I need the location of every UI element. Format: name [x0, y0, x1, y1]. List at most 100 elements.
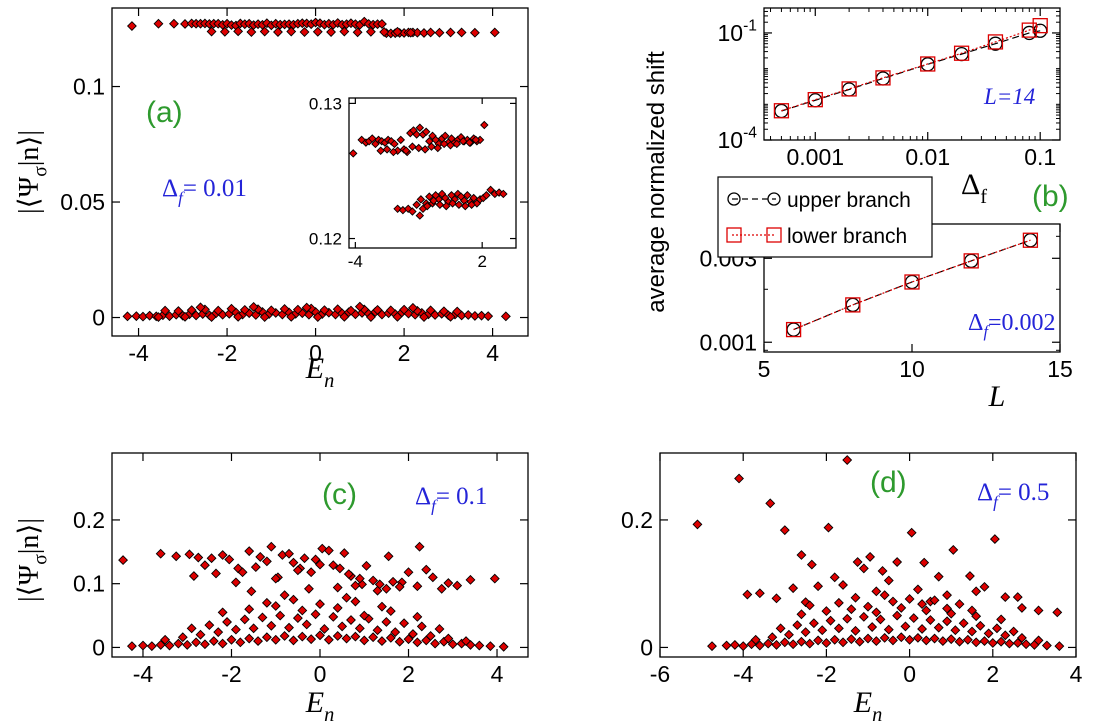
data-point — [942, 616, 952, 627]
data-point — [399, 304, 410, 315]
delta-symbol: Δ — [415, 483, 431, 510]
delta-sub: f — [431, 497, 438, 516]
data-point — [800, 627, 811, 638]
data-point — [738, 641, 749, 652]
series-line — [781, 30, 1041, 112]
data-point — [474, 640, 485, 651]
x-tick-label: 4 — [1070, 661, 1083, 687]
data-point — [368, 134, 377, 143]
data-point — [359, 610, 370, 621]
data-point — [452, 306, 463, 317]
data-point — [842, 613, 853, 624]
data-point — [217, 638, 228, 649]
data-point — [875, 614, 886, 625]
y-tick-label: 0 — [92, 634, 105, 660]
data-point — [394, 581, 405, 592]
delta-symbol: Δ — [977, 479, 993, 506]
data-point — [237, 567, 248, 578]
data-point — [904, 594, 915, 604]
x-tick-label: -2 — [816, 661, 836, 687]
data-point — [250, 310, 261, 320]
x-tick-label: 2 — [398, 340, 411, 366]
data-point — [754, 640, 765, 651]
x-axis-label-sub: n — [324, 370, 334, 392]
data-point — [804, 638, 815, 649]
data-point — [219, 26, 230, 37]
data-point — [341, 592, 352, 603]
data-point — [989, 534, 1000, 544]
data-point — [261, 18, 272, 29]
data-point — [788, 639, 799, 650]
data-point — [246, 586, 257, 597]
legend-circle — [727, 192, 741, 206]
data-point — [217, 550, 228, 560]
data-point — [195, 302, 206, 313]
data-point — [273, 27, 283, 37]
data-point — [403, 634, 414, 645]
data-point — [199, 560, 210, 571]
data-point — [813, 581, 824, 592]
data-point — [414, 143, 423, 153]
data-point — [213, 305, 224, 316]
delta-value: =0.002 — [988, 310, 1056, 336]
data-point — [155, 548, 166, 559]
x-tick-label: 15 — [1047, 356, 1073, 382]
data-point — [933, 622, 944, 633]
x-tick-label: 2 — [986, 661, 999, 687]
x-tick-label: 0.1 — [1024, 144, 1056, 170]
x-axis-label-sub: n — [324, 704, 334, 725]
data-point — [434, 624, 445, 634]
x-axis-label: En — [305, 686, 335, 725]
data-point — [912, 632, 923, 643]
data-point — [494, 188, 504, 197]
data-point — [858, 563, 869, 574]
data-point — [306, 567, 317, 578]
x-tick-label: 10 — [899, 356, 925, 382]
data-point — [266, 541, 277, 552]
parameter-label: Δf= 0.1 — [415, 483, 487, 516]
data-point — [350, 631, 361, 642]
data-point — [339, 26, 350, 37]
data-point — [445, 311, 456, 322]
data-point — [377, 601, 387, 612]
delta-value: = 0.1 — [436, 483, 488, 510]
data-point — [122, 311, 133, 322]
panel-a-inset: -4 2 0.12 0.13 — [309, 94, 517, 271]
data-point — [1012, 592, 1023, 603]
data-point — [779, 637, 790, 648]
data-point — [482, 191, 491, 200]
data-point — [155, 639, 166, 650]
data-point — [971, 611, 982, 622]
data-point — [233, 26, 244, 37]
data-point — [230, 624, 241, 635]
data-point — [164, 640, 175, 651]
data-point — [394, 636, 405, 647]
data-point — [171, 551, 182, 562]
x-axis-label-sub: n — [872, 704, 882, 725]
data-point — [842, 455, 853, 465]
data-point — [332, 602, 343, 613]
data-point — [259, 26, 270, 37]
data-point — [169, 18, 179, 29]
data-point — [1052, 607, 1063, 618]
data-point — [854, 636, 865, 647]
data-point — [692, 519, 703, 530]
data-point — [191, 637, 202, 648]
x-tick-label: 0.001 — [786, 144, 844, 170]
data-point — [259, 312, 270, 322]
y-axis-label: average normalized shift — [643, 51, 670, 313]
data-point — [415, 211, 425, 220]
data-point — [442, 201, 451, 211]
panel-d: -6 -4 -2 0 2 4 0 0.2 — [621, 452, 1083, 687]
data-point — [323, 634, 334, 645]
data-point — [226, 634, 237, 645]
data-point — [800, 597, 811, 608]
x-tick-label: -4 — [133, 661, 154, 687]
data-point — [403, 567, 414, 578]
data-point — [385, 632, 396, 643]
data-point — [979, 581, 990, 592]
data-point — [126, 641, 137, 652]
data-point — [850, 625, 861, 636]
data-point — [186, 305, 197, 316]
data-point — [401, 146, 411, 155]
